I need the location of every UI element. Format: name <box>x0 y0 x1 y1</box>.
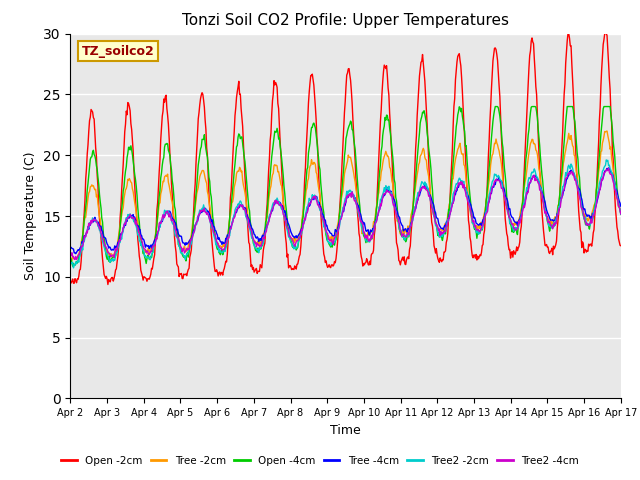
Open -4cm <box>219 252 227 258</box>
Open -2cm <box>67 278 74 284</box>
Tree2 -2cm <box>219 250 227 256</box>
Line: Tree2 -4cm: Tree2 -4cm <box>70 168 621 260</box>
Tree2 -4cm <box>73 257 81 263</box>
Text: TZ_soilco2: TZ_soilco2 <box>81 45 154 58</box>
Y-axis label: Soil Temperature (C): Soil Temperature (C) <box>24 152 38 280</box>
Tree2 -2cm <box>413 194 421 200</box>
Tree2 -2cm <box>77 249 85 254</box>
Tree2 -4cm <box>190 230 198 236</box>
Tree -2cm <box>77 240 85 245</box>
Line: Tree2 -2cm: Tree2 -2cm <box>70 160 621 268</box>
Tree -2cm <box>429 212 437 217</box>
Tree2 -4cm <box>429 209 437 215</box>
Tree2 -2cm <box>134 232 141 238</box>
Tree -4cm <box>190 228 198 233</box>
Tree -2cm <box>190 218 198 224</box>
Open -2cm <box>77 266 84 272</box>
Open -2cm <box>134 236 141 242</box>
Tree -4cm <box>429 201 437 206</box>
Tree2 -4cm <box>77 245 85 251</box>
Tree2 -2cm <box>190 230 198 236</box>
Tree -4cm <box>67 245 74 251</box>
Tree -4cm <box>413 199 421 205</box>
Tree -4cm <box>134 223 141 228</box>
Open -4cm <box>413 156 421 161</box>
Tree2 -2cm <box>602 157 610 163</box>
Tree2 -4cm <box>605 166 612 171</box>
Tree -4cm <box>219 239 227 245</box>
Title: Tonzi Soil CO2 Profile: Upper Temperatures: Tonzi Soil CO2 Profile: Upper Temperatur… <box>182 13 509 28</box>
Open -4cm <box>190 213 198 219</box>
Tree -2cm <box>134 218 141 224</box>
Tree2 -4cm <box>219 247 227 252</box>
Tree2 -2cm <box>70 265 77 271</box>
Open -4cm <box>492 104 499 109</box>
Open -4cm <box>67 255 74 261</box>
Tree -2cm <box>617 209 625 215</box>
Tree2 -4cm <box>617 211 625 217</box>
Tree2 -4cm <box>134 225 141 230</box>
Tree2 -2cm <box>617 211 625 217</box>
Tree2 -2cm <box>67 259 74 265</box>
Open -4cm <box>617 212 625 217</box>
Legend: Open -2cm, Tree -2cm, Open -4cm, Tree -4cm, Tree2 -2cm, Tree2 -4cm: Open -2cm, Tree -2cm, Open -4cm, Tree -4… <box>57 452 583 470</box>
Open -2cm <box>564 31 572 36</box>
Tree2 -4cm <box>413 198 421 204</box>
Tree -4cm <box>72 251 79 256</box>
Open -2cm <box>617 243 625 249</box>
Line: Open -4cm: Open -4cm <box>70 107 621 266</box>
Tree -2cm <box>67 258 75 264</box>
Tree -2cm <box>413 172 421 178</box>
Open -2cm <box>413 113 421 119</box>
Open -4cm <box>429 200 437 206</box>
Open -2cm <box>190 207 198 213</box>
Tree -4cm <box>617 204 625 209</box>
X-axis label: Time: Time <box>330 424 361 437</box>
Open -4cm <box>69 264 77 269</box>
Open -2cm <box>429 231 437 237</box>
Line: Tree -4cm: Tree -4cm <box>70 168 621 253</box>
Open -4cm <box>77 245 85 251</box>
Line: Open -2cm: Open -2cm <box>70 34 621 285</box>
Open -4cm <box>134 204 141 210</box>
Open -2cm <box>104 282 112 288</box>
Open -2cm <box>219 272 227 278</box>
Line: Tree -2cm: Tree -2cm <box>70 131 621 261</box>
Tree -2cm <box>603 128 611 134</box>
Tree2 -4cm <box>67 251 74 257</box>
Tree -4cm <box>77 244 85 250</box>
Tree -2cm <box>219 243 227 249</box>
Tree -4cm <box>605 165 612 171</box>
Tree -2cm <box>67 253 74 259</box>
Tree2 -2cm <box>429 211 437 216</box>
